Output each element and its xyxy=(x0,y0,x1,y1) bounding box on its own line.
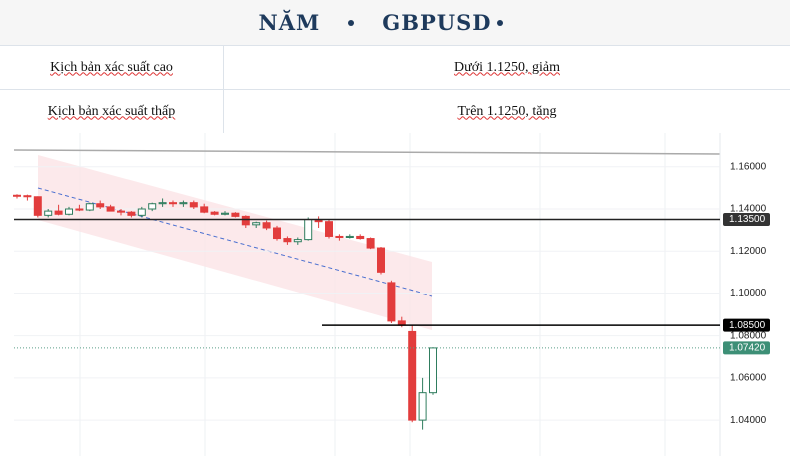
candle-body xyxy=(335,235,344,238)
candle-body xyxy=(283,238,292,243)
level-label: 1.08500 xyxy=(729,320,766,331)
candle-body xyxy=(169,202,177,205)
candle-body xyxy=(148,203,157,210)
candle-body xyxy=(221,212,229,215)
candle-body xyxy=(33,196,42,216)
trend-line xyxy=(13,149,721,155)
candle-body xyxy=(356,235,365,240)
candle-body xyxy=(137,208,146,216)
candle-body xyxy=(231,212,240,217)
candle-body xyxy=(179,202,188,205)
level-label: 1.13500 xyxy=(729,214,766,225)
candle-body xyxy=(189,202,198,208)
y-tick-label: 1.04000 xyxy=(730,415,767,426)
candle-body xyxy=(158,202,167,205)
y-tick-label: 1.16000 xyxy=(730,161,767,172)
candle-body xyxy=(117,210,125,213)
candle-body xyxy=(65,208,73,215)
candle-body xyxy=(366,238,375,249)
candle-body xyxy=(106,206,115,212)
y-tick-label: 1.14000 xyxy=(730,204,767,215)
candle-body xyxy=(210,211,219,215)
y-tick-label: 1.06000 xyxy=(730,373,767,384)
channel-mid xyxy=(37,187,433,297)
cell: Kịch bản xác suất thấp xyxy=(47,103,176,119)
candle-body xyxy=(75,208,84,211)
candle-body xyxy=(325,221,333,237)
level-label-bg xyxy=(723,213,770,227)
candle-body xyxy=(13,194,21,197)
candle-body xyxy=(44,210,53,216)
candle-body xyxy=(127,211,136,216)
table-row: Kịch bản xác suất thấp Trên 1.1250, tăng xyxy=(0,90,790,134)
bullet xyxy=(348,19,355,26)
bullet xyxy=(497,19,504,26)
candle-body xyxy=(408,330,417,421)
level-label-bg xyxy=(723,341,770,355)
candle-body xyxy=(252,222,261,226)
candle-body xyxy=(241,215,250,226)
candle-body xyxy=(387,282,396,322)
candle-body xyxy=(304,219,313,241)
level-label-bg xyxy=(723,318,770,332)
y-tick-label: 1.12000 xyxy=(730,246,767,257)
level-label: 1.07420 xyxy=(729,343,766,354)
title-symbol: GBPUSD xyxy=(382,10,492,35)
cell: Dưới 1.1250, giảm xyxy=(454,59,560,75)
candle-body xyxy=(418,392,427,421)
candle-body xyxy=(377,247,385,273)
candle-body xyxy=(23,195,32,198)
candle-body xyxy=(293,239,302,243)
title-bar: NĂM GBPUSD xyxy=(0,0,790,46)
candle-body xyxy=(429,347,437,394)
table-row: Kịch bản xác suất cao Dưới 1.1250, giảm xyxy=(0,46,790,90)
chart: 1.16000 1.14000 1.12000 1.10000 1.08000 1.060… xyxy=(0,133,790,456)
candle-body xyxy=(200,206,209,213)
candle-body xyxy=(96,203,105,208)
cell: Trên 1.1250, tăng xyxy=(457,103,557,119)
candle-body xyxy=(273,227,281,240)
candle-body xyxy=(345,235,354,238)
y-tick-label: 1.10000 xyxy=(730,288,767,299)
y-tick-label: 1.08000 xyxy=(730,330,767,341)
title-period: NĂM xyxy=(258,10,321,35)
candle-body xyxy=(262,222,271,229)
candle-body xyxy=(54,210,63,215)
candle-body xyxy=(85,203,94,211)
cell: Kịch bản xác suất cao xyxy=(50,59,173,75)
